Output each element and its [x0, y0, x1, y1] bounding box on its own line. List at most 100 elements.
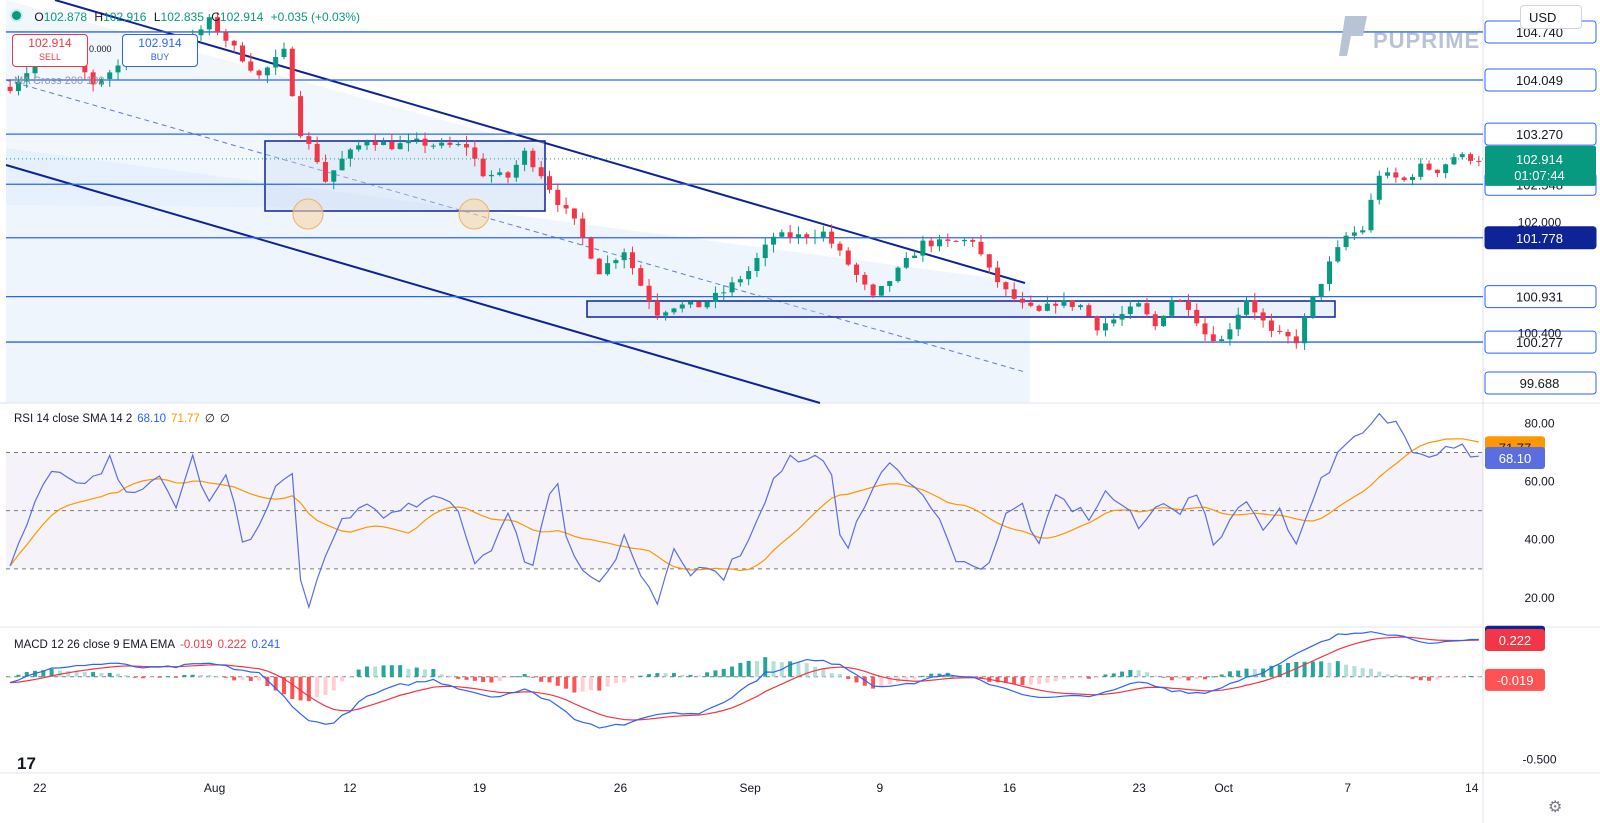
macd-histogram-bar — [1078, 676, 1083, 679]
macd-histogram-bar — [1252, 669, 1257, 677]
currency-select[interactable]: USD — [1520, 5, 1582, 29]
macd-histogram-bar — [705, 672, 710, 677]
candle-body — [306, 136, 312, 144]
candle-body — [663, 312, 669, 316]
candle-body — [1360, 230, 1366, 233]
candle-body — [7, 86, 13, 92]
candle-body — [638, 268, 644, 286]
candle-body — [1343, 235, 1349, 248]
candle-body — [654, 301, 660, 316]
macd-histogram-bar — [323, 676, 328, 695]
candle-body — [580, 218, 586, 238]
macd-histogram-bar — [1120, 671, 1125, 677]
candle-body — [472, 147, 478, 159]
price-axis[interactable]: 104.740104.049103.270102.548101.778100.9… — [1484, 20, 1597, 767]
candle-body — [430, 145, 436, 147]
candle-body — [986, 254, 992, 268]
macd-histogram-bar — [597, 676, 602, 691]
macd-histogram-bar — [116, 673, 121, 677]
macd-histogram-bar — [497, 676, 502, 682]
macd-histogram-bar — [829, 673, 834, 677]
macd-histogram-bar — [663, 673, 668, 677]
macd-histogram-bar — [837, 674, 842, 677]
sell-button[interactable]: 102.914 SELL — [12, 34, 88, 67]
macd-histogram-bar — [190, 674, 195, 677]
candle-body — [256, 70, 262, 76]
histogram-value-tag — [1485, 668, 1545, 691]
macd-histogram-bar — [871, 676, 876, 689]
candle-body — [646, 285, 652, 302]
candle-body — [1102, 323, 1108, 331]
candle-body — [1468, 154, 1474, 161]
candle-body — [936, 239, 942, 247]
candle-body — [389, 141, 395, 150]
candle-body — [712, 292, 718, 302]
level-price-tag — [1484, 285, 1597, 309]
rsi-tick-label: 20.00 — [1524, 591, 1554, 605]
macd-histogram-bar — [1070, 676, 1075, 679]
macd-histogram-bar — [613, 676, 618, 683]
macd-histogram-bar — [539, 676, 544, 682]
tradingview-logo-icon[interactable]: 17 — [17, 754, 36, 773]
rsi-value-tag — [1485, 446, 1545, 469]
candle-body — [1418, 163, 1424, 177]
candle-body — [1086, 305, 1092, 317]
broker-logo-icon — [1339, 16, 1367, 56]
candle-body — [920, 240, 926, 256]
macd-legend[interactable]: MACD 12 26 close 9 EMA EMA -0.019 0.222 0.2… — [14, 639, 280, 651]
macd-histogram-bar — [49, 669, 54, 677]
close-label: C — [211, 10, 220, 24]
candle-body — [505, 172, 511, 178]
candle-body — [887, 281, 893, 287]
candle-body — [464, 144, 470, 148]
macd-histogram-bar — [1368, 668, 1373, 677]
channel-fill — [6, 148, 1030, 403]
macd-histogram-bar — [1427, 676, 1432, 681]
candle-body — [364, 141, 370, 146]
buy-button[interactable]: 102.914 BUY — [122, 34, 198, 67]
macd-histogram-bar — [1128, 670, 1133, 677]
rsi-legend-value: 68.10 — [137, 413, 167, 425]
ohlc-legend: O102.878 H102.916 L102.835 C102.914 +0.0… — [10, 9, 360, 24]
macd-histogram-bar — [281, 676, 286, 695]
rsi-title: RSI 14 close SMA 14 2 — [14, 413, 133, 425]
macd-histogram-bar — [796, 662, 801, 677]
macd-histogram-bar — [506, 676, 511, 678]
macd-histogram-bar — [464, 676, 469, 680]
settings-gear-icon[interactable]: ⚙ — [1548, 799, 1563, 816]
macd-histogram-bar — [1086, 676, 1091, 679]
macd-histogram-bar — [530, 676, 535, 678]
candle-body — [264, 67, 270, 76]
macd-histogram-bar — [746, 660, 751, 677]
macd-histogram-bar — [1460, 676, 1465, 678]
candle-body — [513, 164, 519, 178]
rsi-ma-line — [9, 438, 1479, 572]
candle-body — [1310, 296, 1316, 317]
macd-histogram-bar — [447, 675, 452, 677]
candle-body — [356, 145, 362, 150]
signal-legend-value: 0.241 — [251, 639, 281, 651]
level-price-tag — [1484, 330, 1597, 354]
candle-body — [555, 189, 561, 206]
macd-histogram-bar — [248, 676, 253, 681]
macd-histogram-bar — [140, 676, 145, 679]
macd-histogram-bar — [406, 668, 411, 677]
time-axis[interactable]: 22 Aug 12 19 26 Sep 9 16 23 Oct 7 14 — [33, 781, 1479, 795]
candle-body — [1061, 300, 1067, 306]
macd-histogram-bar — [364, 666, 369, 677]
ma-cross-legend[interactable]: MA Cross 200 100 — [14, 75, 105, 87]
candle-body — [1409, 176, 1415, 181]
rsi-extra-2: ∅ — [219, 413, 230, 425]
macd-histogram-bar — [398, 665, 403, 677]
macd-histogram-bar — [198, 675, 203, 677]
candle-body — [588, 237, 594, 259]
time-tick-label: 23 — [1132, 781, 1146, 795]
rsi-pane — [6, 412, 1483, 610]
candle-body — [771, 236, 777, 245]
high-label: H — [94, 10, 104, 24]
macd-histogram-bar — [1352, 666, 1357, 677]
macd-histogram-bar — [1053, 676, 1058, 682]
price-tick-label: 102.000 — [1518, 215, 1562, 229]
rsi-legend[interactable]: RSI 14 close SMA 14 2 68.10 71.77 ∅ ∅ — [14, 411, 230, 425]
